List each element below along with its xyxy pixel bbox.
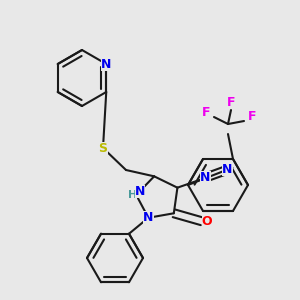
Text: F: F [248, 110, 256, 122]
Text: F: F [227, 95, 235, 109]
Text: F: F [202, 106, 210, 118]
Text: N: N [222, 163, 233, 176]
Text: N: N [101, 58, 111, 70]
Text: S: S [98, 142, 107, 154]
Text: N: N [200, 171, 211, 184]
Text: N: N [135, 185, 146, 198]
Text: N: N [143, 211, 154, 224]
Text: O: O [202, 215, 212, 228]
Text: H: H [128, 190, 137, 200]
